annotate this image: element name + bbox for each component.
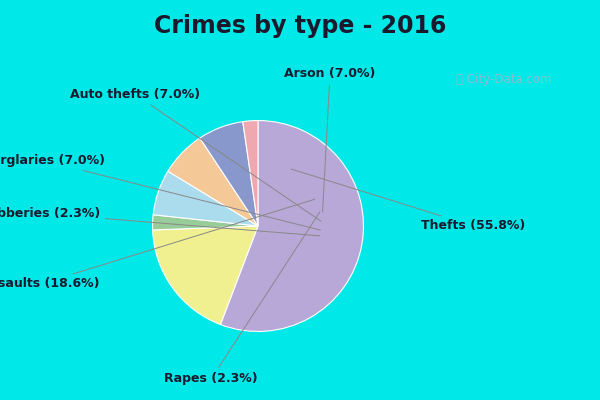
Text: Crimes by type - 2016: Crimes by type - 2016 — [154, 14, 446, 38]
Wedge shape — [168, 138, 258, 226]
Text: Thefts (55.8%): Thefts (55.8%) — [291, 169, 526, 232]
Text: ⓘ City-Data.com: ⓘ City-Data.com — [456, 74, 551, 86]
Text: Assaults (18.6%): Assaults (18.6%) — [0, 199, 314, 290]
Wedge shape — [243, 120, 258, 226]
Text: Auto thefts (7.0%): Auto thefts (7.0%) — [70, 88, 321, 221]
Text: Rapes (2.3%): Rapes (2.3%) — [164, 212, 320, 386]
Wedge shape — [152, 215, 258, 230]
Wedge shape — [200, 122, 258, 226]
Wedge shape — [152, 226, 258, 324]
Wedge shape — [153, 171, 258, 226]
Wedge shape — [220, 120, 364, 332]
Text: Burglaries (7.0%): Burglaries (7.0%) — [0, 154, 320, 230]
Text: Robberies (2.3%): Robberies (2.3%) — [0, 207, 320, 236]
Text: Arson (7.0%): Arson (7.0%) — [284, 66, 376, 212]
